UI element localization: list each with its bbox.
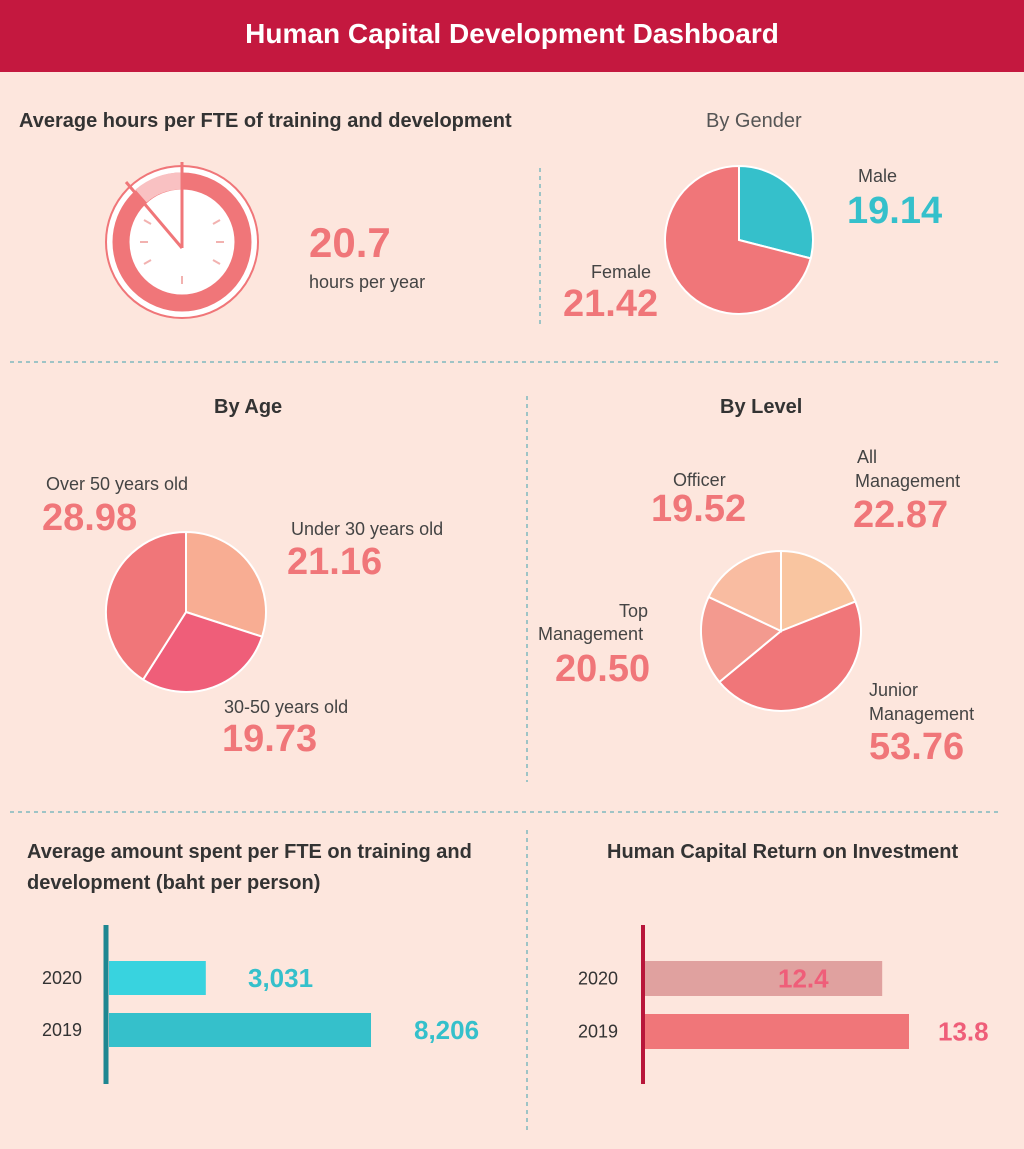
tick-label-2020: 2020 [42,968,82,988]
pie-slice-top-management [700,595,783,684]
spend-bar-chart: 2020 3,031 2019 8,206 [42,925,479,1084]
age-over50-label: Over 50 years old [46,474,189,494]
header-bar [0,0,1024,72]
spend-title-line2: development (baht per person) [27,872,321,894]
gender-female-value: 21.42 [563,283,659,325]
spend-title-line1: Average amount spent per FTE on training… [27,841,472,863]
level-pie-chart [700,549,862,712]
pie-slice-all-management [780,549,857,633]
roi-bar-chart: 2020 12.4 2019 13.8 [578,925,989,1084]
level-allmgmt-value: 22.87 [853,494,949,536]
gender-male-label: Male [858,166,898,186]
training-hours-title: Average hours per FTE of training and de… [19,110,512,132]
tick-label-2020: 2020 [578,969,618,989]
bar-2020 [645,961,883,996]
age-under30-label: Under 30 years old [291,519,444,539]
bar-2019 [645,1014,909,1049]
gender-male-value: 19.14 [847,190,943,232]
level-title: By Level [720,396,803,418]
pie-slice-over-50-years-old [104,530,187,681]
gender-pie-chart [664,164,814,315]
data-label-2020: 3,031 [248,963,313,993]
level-allmgmt-label-line1: All [857,447,878,467]
level-junior-label-line2: Management [869,704,975,724]
pie-slice-male [738,164,814,260]
gender-title: By Gender [706,110,802,132]
level-junior-value: 53.76 [869,726,965,768]
age-over50-value: 28.98 [42,497,138,539]
level-officer-value: 19.52 [651,488,747,530]
level-top-label-line2: Management [538,624,644,644]
roi-title: Human Capital Return on Investment [607,841,959,863]
level-top-label-line1: Top [619,601,649,621]
data-label-2020: 12.4 [778,964,829,994]
data-label-2019: 8,206 [414,1015,479,1045]
age-pie-chart [104,530,267,693]
level-top-value: 20.50 [555,648,651,690]
tick-label-2019: 2019 [42,1020,82,1040]
age-title: By Age [214,396,283,418]
age-30-50-label: 30-50 years old [224,697,349,717]
pie-slice-officer [707,549,782,633]
age-30-50-value: 19.73 [222,718,318,760]
level-allmgmt-label-line2: Management [855,471,961,491]
bar-2019 [109,1013,371,1047]
tick-label-2019: 2019 [578,1022,618,1042]
pie-slice-junior-management [717,600,862,712]
pie-slice-30-50-years-old [141,610,264,693]
page-title: Human Capital Development Dashboard [245,18,779,49]
clock-icon [105,162,259,319]
level-officer-label: Officer [673,470,726,490]
pie-slice-female [664,164,812,315]
training-hours-value: 20.7 [309,219,391,266]
training-hours-unit: hours per year [309,272,426,292]
age-under30-value: 21.16 [287,541,383,583]
pie-slice-under-30-years-old [185,530,267,638]
data-label-2019: 13.8 [938,1017,989,1047]
gender-female-label: Female [591,262,652,282]
bar-2020 [109,961,206,995]
level-junior-label-line1: Junior [869,680,919,700]
